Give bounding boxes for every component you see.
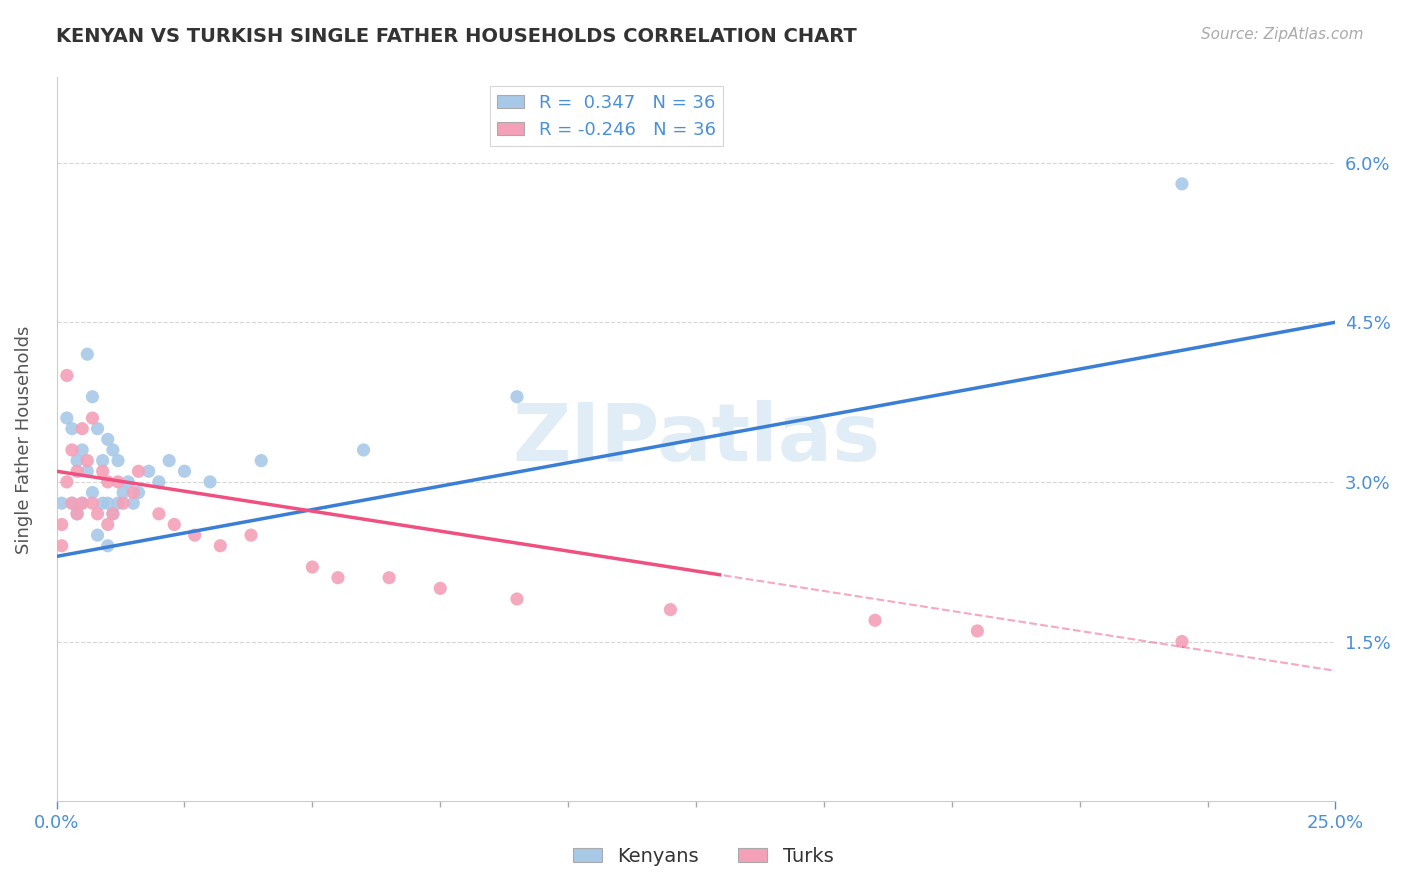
Point [97, 496, 120, 510]
Point [82, 390, 104, 404]
Point [86, 422, 108, 436]
Point [70, 442, 93, 457]
Point [250, 453, 273, 467]
Point [76, 347, 98, 361]
Point [966, 624, 988, 638]
Point [97, 475, 120, 489]
Legend: R =  0.347   N = 36, R = -0.246   N = 36: R = 0.347 N = 36, R = -0.246 N = 36 [491, 87, 723, 146]
Point [183, 528, 205, 542]
Point [70, 496, 93, 510]
Point [122, 485, 145, 500]
Point [138, 464, 160, 478]
Point [86, 507, 108, 521]
Point [429, 582, 451, 596]
Text: Source: ZipAtlas.com: Source: ZipAtlas.com [1201, 27, 1364, 42]
Point [60, 442, 83, 457]
Point [157, 453, 180, 467]
Point [107, 496, 129, 510]
Point [60, 496, 83, 510]
Point [163, 517, 186, 532]
Point [91, 496, 114, 510]
Point [148, 507, 170, 521]
Point [76, 453, 98, 467]
Point [863, 613, 886, 627]
Point [173, 464, 195, 478]
Point [127, 464, 149, 478]
Point [66, 507, 89, 521]
Point [51, 496, 73, 510]
Point [51, 539, 73, 553]
Point [101, 507, 124, 521]
Point [107, 453, 129, 467]
Point [91, 464, 114, 478]
Point [91, 453, 114, 467]
Point [56, 475, 79, 489]
Point [1171, 634, 1194, 648]
Point [60, 496, 83, 510]
Point [56, 411, 79, 425]
Point [1171, 177, 1194, 191]
Point [66, 453, 89, 467]
Legend: Kenyans, Turks: Kenyans, Turks [565, 838, 841, 873]
Point [198, 475, 221, 489]
Point [66, 464, 89, 478]
Point [506, 390, 529, 404]
Point [506, 591, 529, 606]
Point [51, 517, 73, 532]
Point [112, 485, 135, 500]
Point [97, 433, 120, 447]
Point [101, 507, 124, 521]
Point [378, 571, 401, 585]
Point [56, 368, 79, 383]
Point [76, 464, 98, 478]
Point [97, 539, 120, 553]
Text: ZIPatlas: ZIPatlas [512, 401, 880, 478]
Point [209, 539, 232, 553]
Point [659, 602, 682, 616]
Text: KENYAN VS TURKISH SINGLE FATHER HOUSEHOLDS CORRELATION CHART: KENYAN VS TURKISH SINGLE FATHER HOUSEHOL… [56, 27, 858, 45]
Point [66, 507, 89, 521]
Point [70, 422, 93, 436]
Point [112, 496, 135, 510]
Point [60, 422, 83, 436]
Point [148, 475, 170, 489]
Point [82, 496, 104, 510]
Point [86, 528, 108, 542]
Point [353, 442, 375, 457]
Point [107, 475, 129, 489]
Point [326, 571, 349, 585]
Point [101, 442, 124, 457]
Point [122, 496, 145, 510]
Point [82, 485, 104, 500]
Point [70, 496, 93, 510]
Point [117, 475, 139, 489]
Y-axis label: Single Father Households: Single Father Households [15, 326, 32, 554]
Point [301, 560, 323, 574]
Point [97, 517, 120, 532]
Point [127, 485, 149, 500]
Point [82, 411, 104, 425]
Point [240, 528, 263, 542]
